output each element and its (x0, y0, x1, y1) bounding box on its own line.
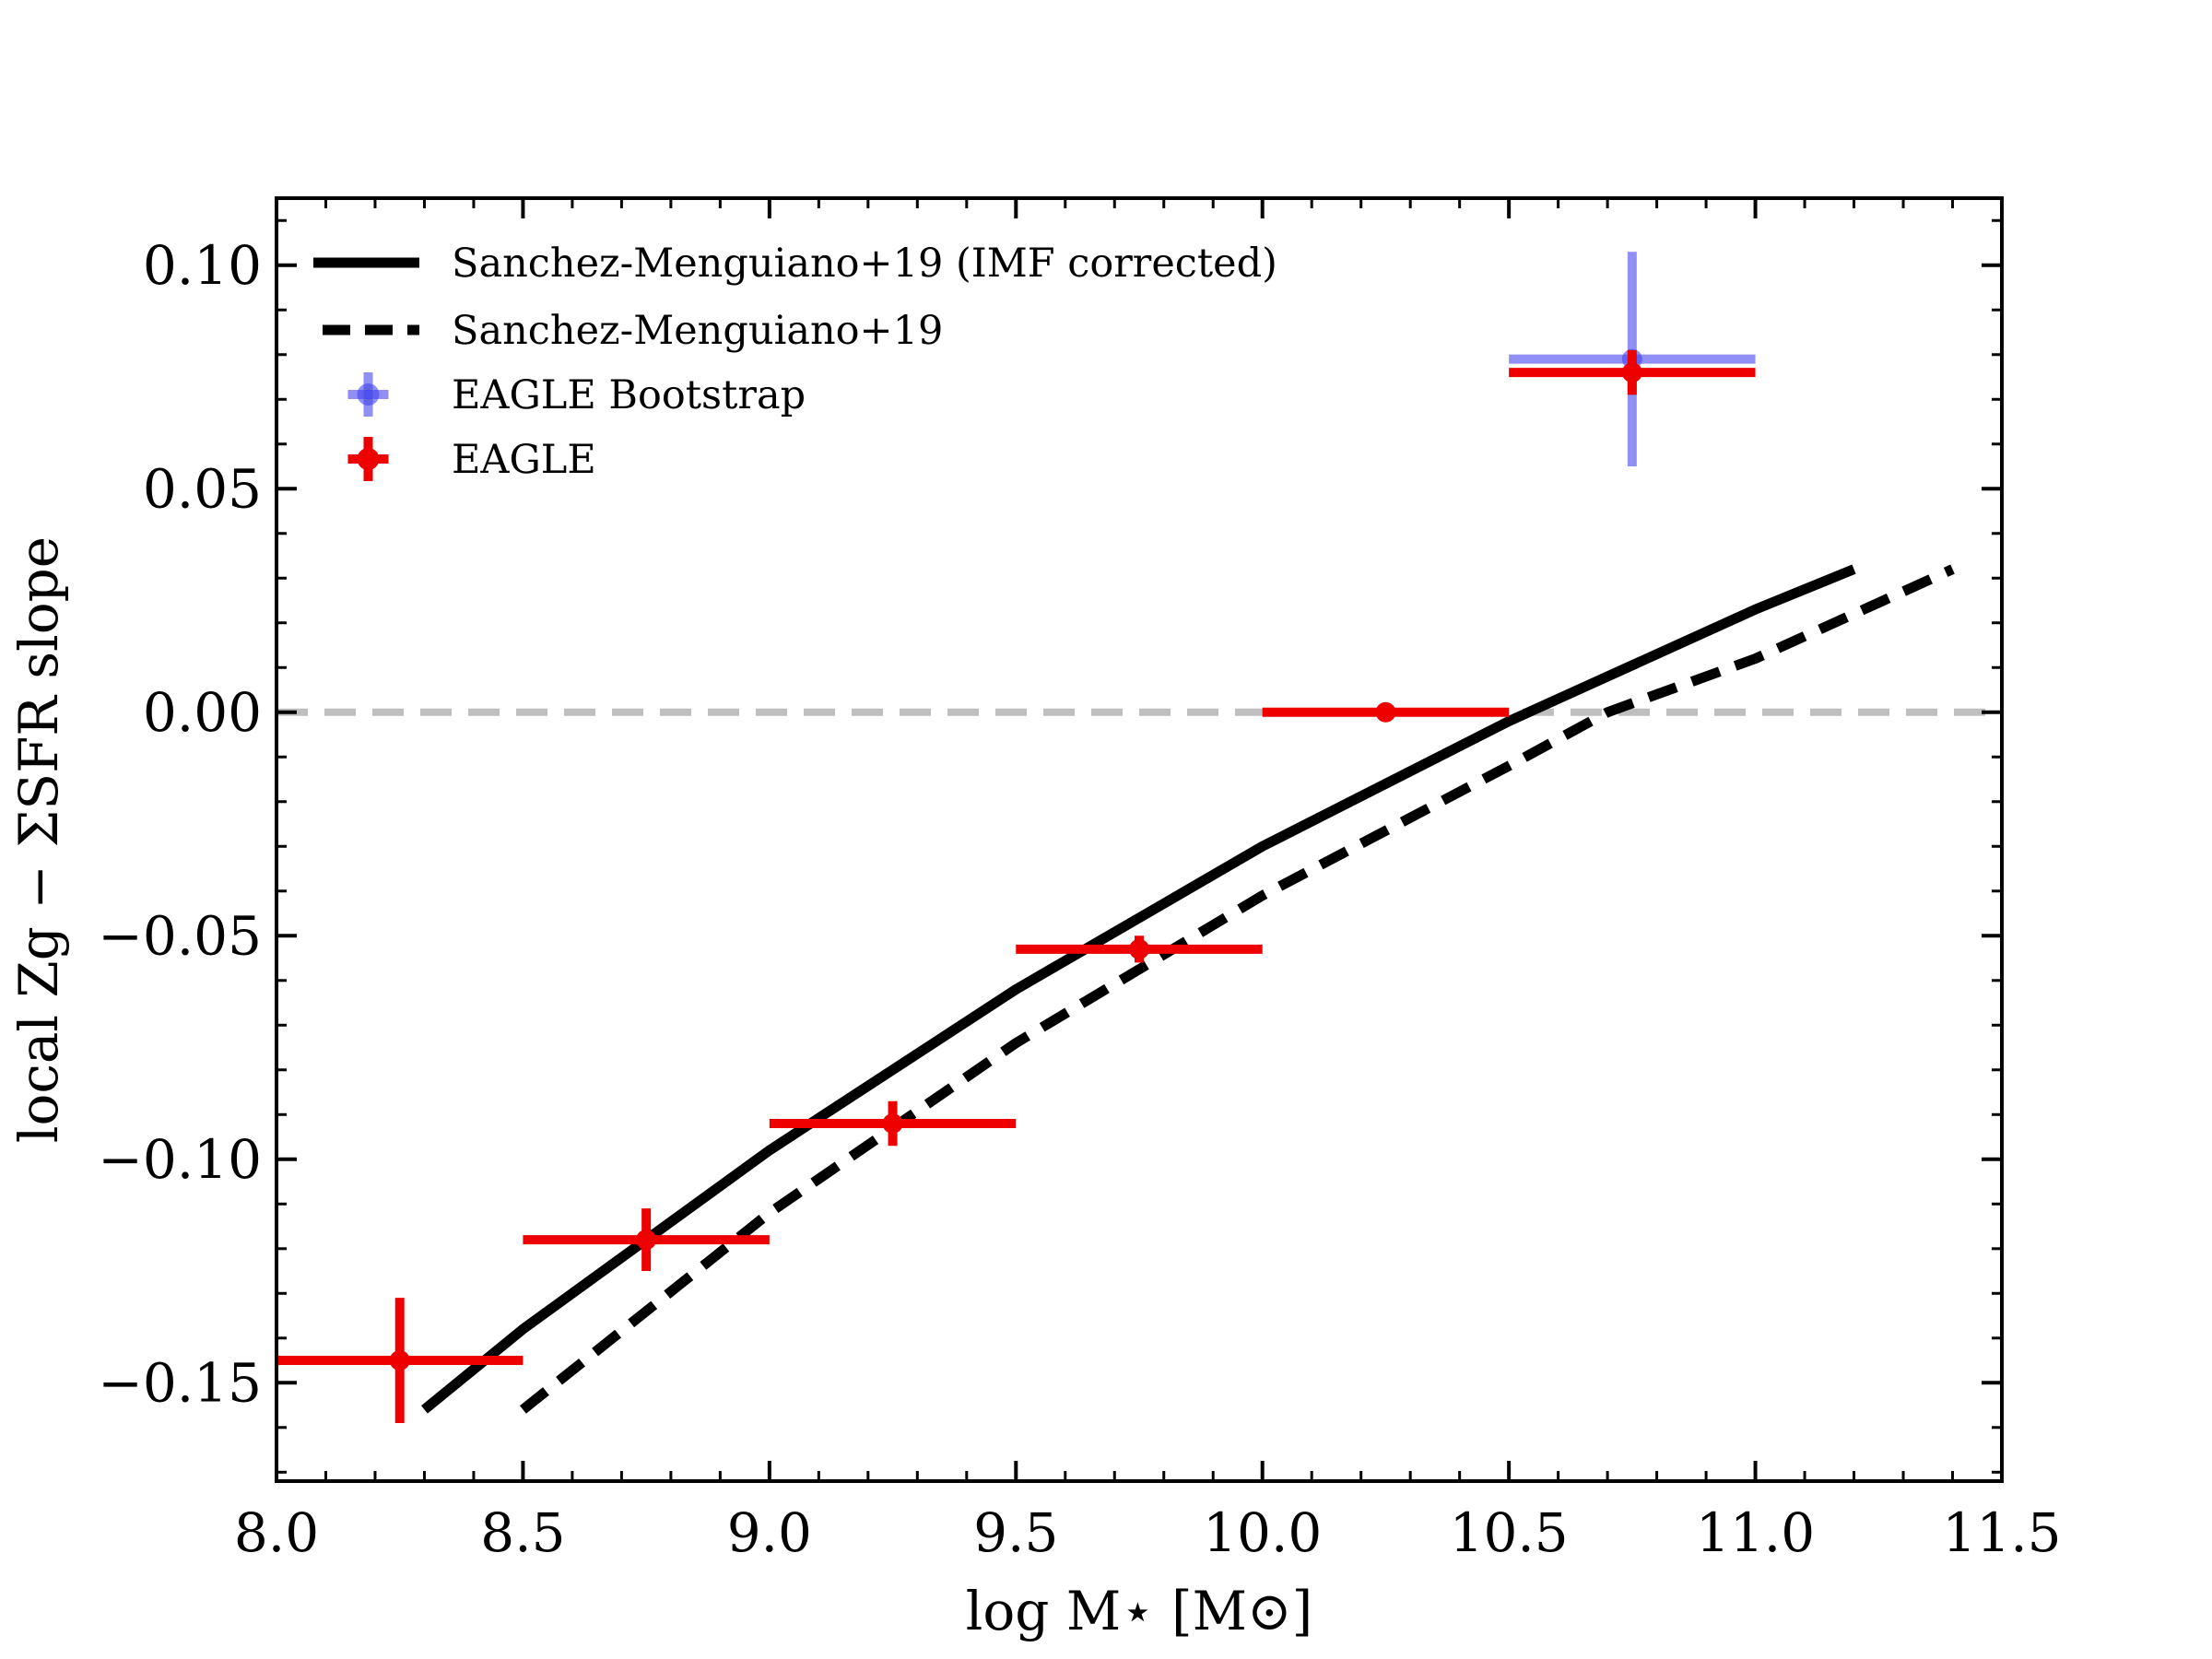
y-tick-label: −0.05 (98, 904, 262, 967)
x-tick-label: 11.5 (1942, 1501, 2061, 1564)
eagle-point (1375, 701, 1396, 723)
legend: Sanchez-Menguiano+19 (IMF corrected) San… (313, 241, 1277, 483)
x-axis-label: log M⋆ [M⊙] (966, 1580, 1312, 1642)
series-line-sanchez-menguiano (519, 564, 1955, 1414)
y-tick-label: 0.05 (143, 457, 262, 520)
x-tick-label: 8.0 (234, 1501, 319, 1564)
y-tick-label: 0.10 (143, 234, 262, 297)
series-line-imf-corrected (420, 564, 1856, 1414)
legend-marker-dot (357, 383, 380, 406)
plot-frame (275, 196, 2004, 1483)
x-tick-label: 10.0 (1203, 1501, 1322, 1564)
eagle-point (882, 1112, 903, 1134)
x-tick-label: 8.5 (480, 1501, 565, 1564)
eagle-point (1621, 362, 1642, 383)
y-tick-label: −0.10 (98, 1128, 262, 1191)
series-layer (276, 252, 1955, 1423)
x-tick-label: 11.0 (1696, 1501, 1815, 1564)
legend-label-imf-corrected: Sanchez-Menguiano+19 (IMF corrected) (452, 241, 1277, 287)
legend-marker-dot (357, 448, 380, 470)
y-axis-label: local Zg − ΣSFR slope (7, 536, 70, 1143)
eagle-point (636, 1230, 657, 1251)
eagle-point (389, 1350, 410, 1371)
x-tick-label: 10.5 (1450, 1501, 1569, 1564)
y-tick-label: 0.00 (143, 681, 262, 744)
eagle-point (1129, 938, 1149, 959)
legend-label-sanchez-menguiano: Sanchez-Menguiano+19 (452, 308, 943, 354)
tick-labels-layer: 8.0 8.5 9.0 9.5 10.0 10.5 11.0 11.5 0.10 0.05 0.00… (98, 234, 2061, 1564)
legend-marker-eagle-bootstrap (347, 372, 389, 417)
x-tick-label: 9.0 (727, 1501, 812, 1564)
y-tick-label: −0.15 (98, 1351, 262, 1414)
legend-label-eagle-bootstrap: EAGLE Bootstrap (452, 372, 806, 418)
x-tick-label: 9.5 (973, 1501, 1058, 1564)
legend-label-eagle: EAGLE (452, 437, 596, 483)
legend-marker-eagle (347, 437, 389, 481)
